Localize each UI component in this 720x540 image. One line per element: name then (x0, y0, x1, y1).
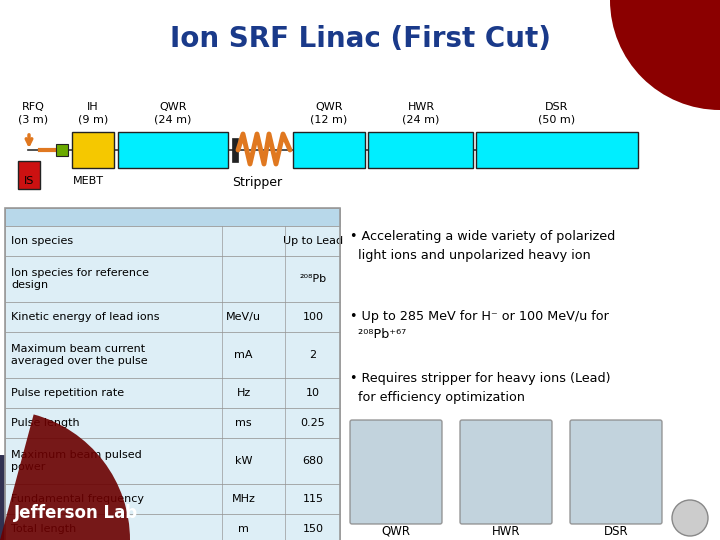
Bar (5, 208, 340, 540)
Text: 115: 115 (302, 494, 323, 504)
Text: Ion species for reference
design: Ion species for reference design (11, 268, 149, 290)
Text: DSR
(50 m): DSR (50 m) (539, 102, 575, 124)
Bar (476, 132, 638, 168)
Bar (5, 226, 340, 256)
Bar (5, 438, 340, 484)
Bar (5, 514, 340, 540)
Text: kW: kW (235, 456, 252, 466)
Text: Jefferson Lab: Jefferson Lab (14, 504, 138, 522)
Bar (232, 138, 238, 162)
Text: Pulse repetition rate: Pulse repetition rate (11, 388, 124, 398)
Text: IH
(9 m): IH (9 m) (78, 102, 108, 124)
Circle shape (672, 500, 708, 536)
Text: 680: 680 (302, 456, 323, 466)
Wedge shape (0, 455, 85, 540)
FancyBboxPatch shape (570, 420, 662, 524)
Text: Kinetic energy of lead ions: Kinetic energy of lead ions (11, 312, 160, 322)
Text: QWR
(12 m): QWR (12 m) (310, 102, 348, 124)
Text: DSR: DSR (603, 525, 629, 538)
Text: 150: 150 (302, 524, 323, 534)
Text: • Accelerating a wide variety of polarized
  light ions and unpolarized heavy io: • Accelerating a wide variety of polariz… (350, 230, 616, 261)
Text: MHz: MHz (232, 494, 256, 504)
Text: RFQ
(3 m): RFQ (3 m) (18, 102, 48, 124)
Text: Total length: Total length (11, 524, 76, 534)
Bar (5, 408, 340, 438)
Text: HWR: HWR (492, 525, 521, 538)
Text: MeV/u: MeV/u (226, 312, 261, 322)
Bar (5, 332, 340, 378)
Bar (72, 132, 114, 168)
Text: Fundamental frequency: Fundamental frequency (11, 494, 144, 504)
Bar (18, 161, 40, 189)
Text: 100: 100 (302, 312, 323, 322)
Text: Hz: Hz (236, 388, 251, 398)
Text: ms: ms (235, 418, 252, 428)
Text: Ion SRF Linac (First Cut): Ion SRF Linac (First Cut) (169, 25, 551, 53)
Text: Ion species: Ion species (11, 236, 73, 246)
Text: IS: IS (24, 176, 34, 186)
Text: Maximum beam current
averaged over the pulse: Maximum beam current averaged over the p… (11, 344, 148, 366)
Bar (5, 484, 340, 514)
FancyBboxPatch shape (460, 420, 552, 524)
Text: Up to Lead: Up to Lead (283, 236, 343, 246)
Bar (56, 144, 68, 156)
Text: Pulse length: Pulse length (11, 418, 80, 428)
Text: Maximum beam pulsed
power: Maximum beam pulsed power (11, 450, 142, 472)
Text: • Up to 285 MeV for H⁻ or 100 MeV/u for
  ²⁰⁸Pb⁺⁶⁷: • Up to 285 MeV for H⁻ or 100 MeV/u for … (350, 310, 609, 341)
Text: 10: 10 (306, 388, 320, 398)
Bar (293, 132, 365, 168)
Bar (5, 302, 340, 332)
Text: Stripper: Stripper (232, 176, 282, 189)
Text: QWR
(24 m): QWR (24 m) (154, 102, 192, 124)
Text: 2: 2 (310, 350, 317, 360)
Wedge shape (0, 414, 130, 540)
Wedge shape (610, 0, 720, 110)
Bar (5, 256, 340, 302)
Bar (118, 132, 228, 168)
Bar (368, 132, 473, 168)
Text: mA: mA (234, 350, 253, 360)
Text: 0.25: 0.25 (301, 418, 325, 428)
Bar (5, 208, 340, 226)
Text: ²⁰⁸Pb: ²⁰⁸Pb (300, 274, 327, 284)
Text: m: m (238, 524, 249, 534)
Text: QWR: QWR (382, 525, 410, 538)
Text: HWR
(24 m): HWR (24 m) (402, 102, 440, 124)
Text: • Requires stripper for heavy ions (Lead)
  for efficiency optimization: • Requires stripper for heavy ions (Lead… (350, 372, 611, 403)
Text: MEBT: MEBT (73, 176, 104, 186)
FancyBboxPatch shape (350, 420, 442, 524)
Bar (5, 378, 340, 408)
